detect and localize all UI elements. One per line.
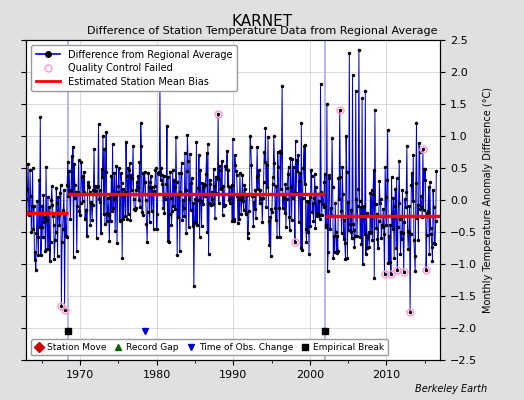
Text: Berkeley Earth: Berkeley Earth bbox=[415, 384, 487, 394]
Text: Difference of Station Temperature Data from Regional Average: Difference of Station Temperature Data f… bbox=[87, 26, 437, 36]
Legend: Station Move, Record Gap, Time of Obs. Change, Empirical Break: Station Move, Record Gap, Time of Obs. C… bbox=[31, 339, 388, 356]
Y-axis label: Monthly Temperature Anomaly Difference (°C): Monthly Temperature Anomaly Difference (… bbox=[483, 87, 493, 313]
Text: KARNET: KARNET bbox=[232, 14, 292, 29]
